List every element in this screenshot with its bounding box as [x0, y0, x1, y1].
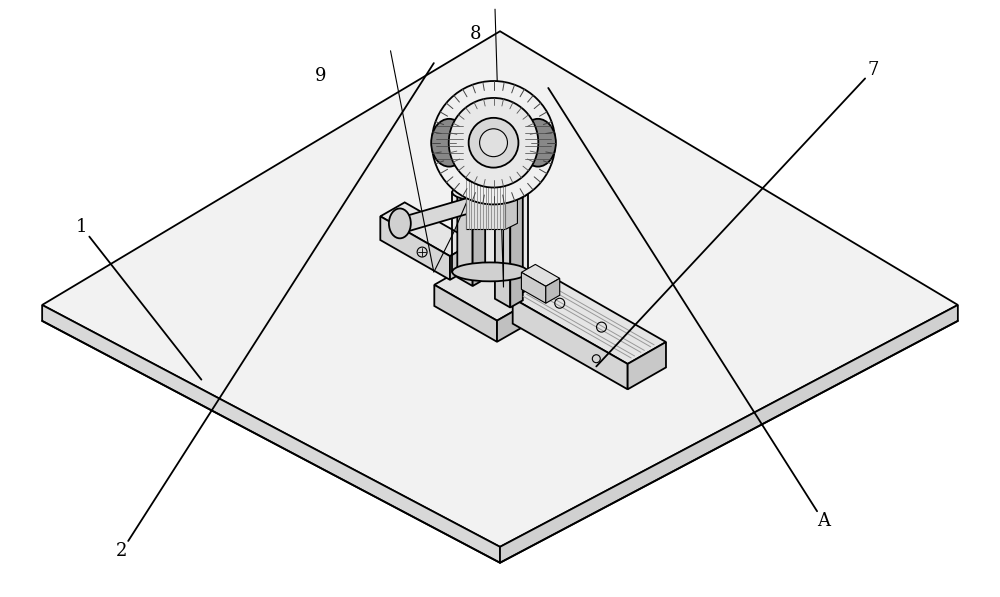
Ellipse shape — [452, 183, 528, 202]
Text: 8: 8 — [469, 25, 481, 43]
Polygon shape — [457, 167, 473, 286]
Polygon shape — [457, 160, 485, 176]
Polygon shape — [434, 257, 546, 321]
Circle shape — [432, 81, 555, 204]
Polygon shape — [473, 169, 485, 286]
Text: 9: 9 — [315, 67, 327, 85]
Polygon shape — [513, 276, 666, 364]
Polygon shape — [434, 285, 497, 342]
Polygon shape — [497, 293, 546, 342]
Text: 7: 7 — [868, 61, 879, 79]
Polygon shape — [457, 142, 510, 198]
Polygon shape — [521, 272, 546, 303]
Polygon shape — [513, 298, 628, 389]
Text: A: A — [817, 512, 830, 530]
Ellipse shape — [452, 263, 528, 281]
Polygon shape — [380, 202, 474, 256]
Polygon shape — [505, 171, 517, 229]
Polygon shape — [470, 177, 487, 196]
Polygon shape — [466, 177, 505, 229]
Polygon shape — [450, 242, 474, 280]
Ellipse shape — [520, 119, 556, 167]
Ellipse shape — [431, 119, 467, 167]
Ellipse shape — [466, 171, 505, 183]
Polygon shape — [628, 342, 666, 389]
Polygon shape — [495, 189, 510, 307]
Circle shape — [480, 129, 507, 156]
Text: 2: 2 — [116, 542, 127, 560]
Ellipse shape — [389, 208, 411, 238]
Polygon shape — [546, 278, 560, 303]
Polygon shape — [500, 305, 958, 563]
Polygon shape — [42, 305, 500, 563]
Polygon shape — [495, 181, 523, 198]
Circle shape — [469, 118, 518, 168]
Polygon shape — [42, 31, 958, 547]
Polygon shape — [510, 165, 523, 198]
Text: 1: 1 — [76, 218, 88, 236]
Polygon shape — [380, 216, 450, 280]
Polygon shape — [408, 199, 478, 232]
Circle shape — [449, 98, 538, 187]
Polygon shape — [457, 135, 523, 172]
Polygon shape — [452, 192, 528, 272]
Polygon shape — [510, 190, 523, 307]
Polygon shape — [521, 264, 560, 287]
